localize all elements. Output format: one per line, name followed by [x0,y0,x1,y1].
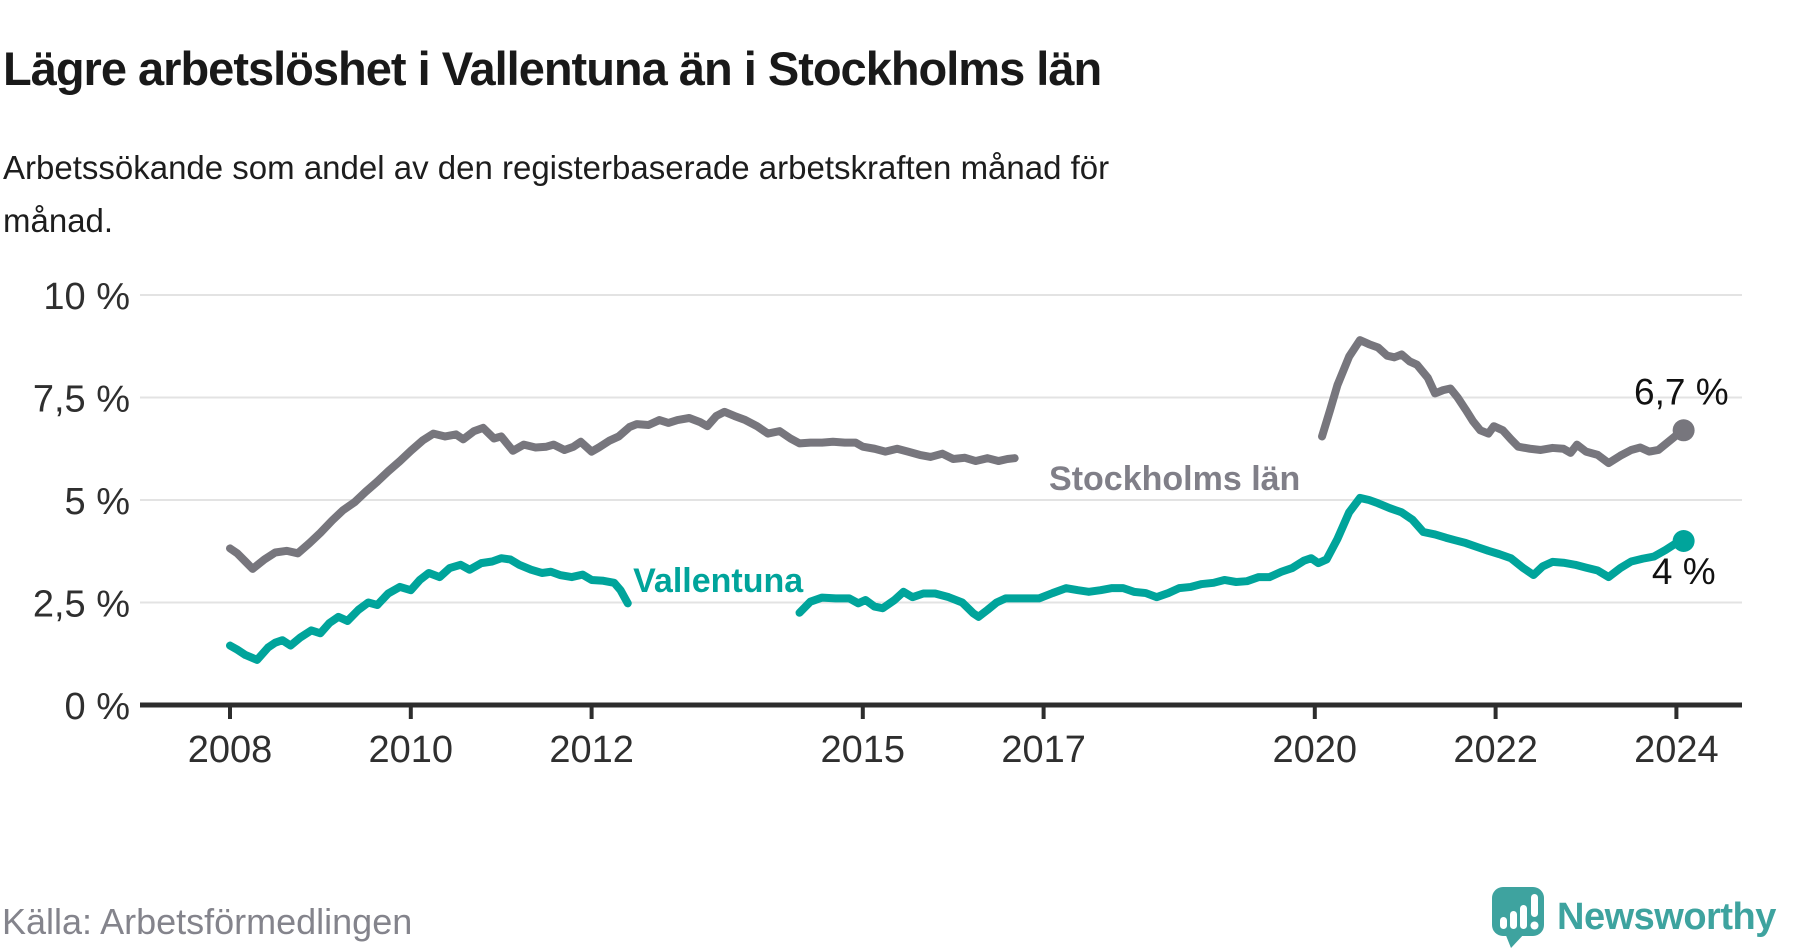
x-axis-tick-label: 2020 [1273,729,1358,771]
y-axis-tick-label: 5 % [65,481,130,523]
chart-subtitle: Arbetssökande som andel av den registerb… [3,149,1110,239]
x-axis-tick-label: 2008 [188,729,273,771]
vallentuna-line [226,554,632,664]
stockholms-l-n-line [1318,336,1688,468]
vallentuna-line [795,493,1688,621]
x-axis-tick-label: 2024 [1634,729,1719,771]
source-note: Källa: Arbetsförmedlingen [2,901,413,942]
stockholms-l-n-series-label: Stockholms län [1049,460,1300,498]
x-axis-tick-label: 2015 [821,729,906,771]
y-axis-tick-label: 0 % [65,686,130,728]
newsworthy-wordmark: Newsworthy [1557,895,1776,938]
vallentuna-series-label: Vallentuna [633,562,804,600]
stockholms-l-n-end-dot [1672,419,1695,442]
newsworthy-speech-bubble-bar-chart-icon [1492,887,1544,948]
stockholms-l-n-line [226,407,1019,573]
page-title: Lägre arbetslöshet i Vallentuna än i Sto… [3,42,1102,96]
y-axis-tick-label: 2,5 % [33,584,130,626]
x-axis-tick-label: 2022 [1453,729,1538,771]
stockholms-l-n-end-value-label: 6,7 % [1634,371,1729,412]
x-axis-tick-label: 2017 [1001,729,1086,771]
newsworthy-brand[interactable]: Newsworthy [1490,886,1776,948]
y-axis-tick-label: 7,5 % [33,379,130,421]
vallentuna-end-dot [1672,530,1695,552]
y-axis-tick-label: 10 % [43,276,130,318]
vallentuna-end-value-label: 4 % [1652,551,1716,592]
x-axis-tick-label: 2010 [369,729,454,771]
x-axis-tick-label: 2012 [549,729,634,771]
